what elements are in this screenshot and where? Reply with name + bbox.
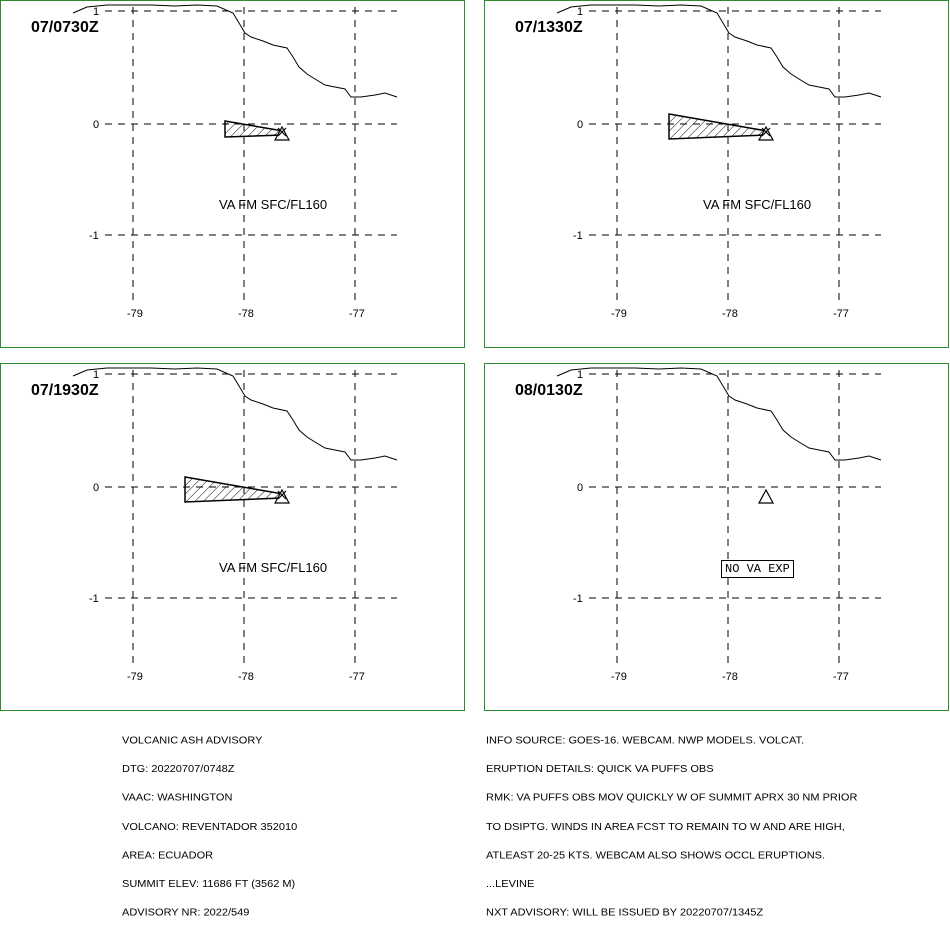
- advisory-line: VOLCANO: REVENTADOR 352010: [122, 821, 298, 833]
- lon-tick-label: -79: [127, 671, 143, 683]
- ash-plume: [668, 113, 768, 140]
- advisory-line: TO DSIPTG. WINDS IN AREA FCST TO REMAIN …: [486, 821, 845, 833]
- advisory-line: ERUPTION DETAILS: QUICK VA PUFFS OBS: [486, 763, 714, 776]
- lat-tick-label: 0: [577, 119, 583, 131]
- lat-tick-label: -1: [89, 230, 99, 242]
- coastline: [556, 367, 882, 461]
- advisory-left: VOLCANIC ASH ADVISORY DTG: 20220707/0748…: [122, 717, 297, 927]
- panel-title: 07/1330Z: [515, 19, 583, 36]
- ash-label: VA FM SFC/FL160: [219, 560, 328, 575]
- panel-title: 07/0730Z: [31, 19, 99, 36]
- lat-tick-label: 1: [577, 6, 583, 18]
- volcano-icon: [273, 488, 291, 504]
- advisory-line: VOLCANIC ASH ADVISORY: [122, 735, 263, 747]
- map-2: -79 -78 -77 1 0 -1: [556, 4, 882, 320]
- map-1: -79 -78 -77 1 0 -1: [72, 4, 398, 320]
- lat-tick-label: 1: [93, 369, 99, 381]
- lat-tick-label: -1: [573, 593, 583, 605]
- map-4: -79 -78 -77 1 0 -1: [556, 367, 882, 683]
- lon-tick-label: -79: [611, 308, 627, 320]
- lon-tick-label: -78: [722, 308, 738, 320]
- lon-tick-label: -78: [722, 671, 738, 683]
- lat-tick-label: 1: [93, 6, 99, 18]
- summit-marker-icon: [761, 127, 771, 137]
- panel-1: -79 -78 -77 1 0 -1 07/0730Z VA FM SFC/FL160: [0, 0, 465, 348]
- lon-tick-label: -77: [833, 308, 849, 320]
- panel-4: -79 -78 -77 1 0 -1 08/0130Z NO VA EXP: [484, 363, 949, 711]
- panel-title: 08/0130Z: [515, 382, 583, 399]
- panel-2: -79 -78 -77 1 0 -1 07/1330Z VA FM SFC/FL160: [484, 0, 949, 348]
- ash-plume: [224, 120, 284, 138]
- advisory-line: AREA: ECUADOR: [122, 849, 214, 862]
- summit-marker-icon: [277, 490, 287, 500]
- lat-tick-label: 1: [577, 369, 583, 381]
- advisory-line: DTG: 20220707/0748Z: [122, 763, 235, 776]
- lon-tick-label: -77: [349, 671, 365, 683]
- advisory-line: NXT ADVISORY: WILL BE ISSUED BY 20220707…: [486, 907, 764, 919]
- map-3: -79 -78 -77 1 0 -1: [72, 367, 398, 683]
- advisory-line: ATLEAST 20-25 KTS. WEBCAM ALSO SHOWS OCC…: [486, 849, 826, 862]
- lat-tick-label: 0: [93, 482, 99, 494]
- advisory-line: ...LEVINE: [486, 878, 535, 890]
- advisory-line: RMK: VA PUFFS OBS MOV QUICKLY W OF SUMMI…: [486, 792, 858, 804]
- advisory-line: INFO SOURCE: GOES-16. WEBCAM. NWP MODELS…: [486, 735, 805, 747]
- lat-tick-label: 0: [577, 482, 583, 494]
- lat-tick-label: 0: [93, 119, 99, 131]
- coastline: [72, 367, 398, 461]
- advisory-line: ADVISORY NR: 2022/549: [122, 907, 250, 919]
- advisory-line: SUMMIT ELEV: 11686 FT (3562 M): [122, 878, 296, 890]
- summit-marker-icon: [277, 127, 287, 137]
- ash-plume: [184, 476, 284, 503]
- ash-label: VA FM SFC/FL160: [703, 197, 812, 212]
- volcano-icon: [757, 488, 775, 504]
- advisory-line: VAAC: WASHINGTON: [122, 792, 233, 804]
- volcano-icon: [757, 125, 775, 141]
- lat-tick-label: -1: [89, 593, 99, 605]
- no-va-box: NO VA EXP: [721, 560, 794, 578]
- lon-tick-label: -79: [611, 671, 627, 683]
- coastline: [72, 4, 398, 98]
- coastline: [556, 4, 882, 98]
- advisory-right: INFO SOURCE: GOES-16. WEBCAM. NWP MODELS…: [486, 717, 857, 927]
- panel-title: 07/1930Z: [31, 382, 99, 399]
- ash-label: VA FM SFC/FL160: [219, 197, 328, 212]
- lon-tick-label: -79: [127, 308, 143, 320]
- lat-tick-label: -1: [573, 230, 583, 242]
- lon-tick-label: -77: [833, 671, 849, 683]
- lon-tick-label: -77: [349, 308, 365, 320]
- panel-3: -79 -78 -77 1 0 -1 07/1930Z VA FM SFC/FL160: [0, 363, 465, 711]
- lon-tick-label: -78: [238, 671, 254, 683]
- volcano-icon: [273, 125, 291, 141]
- lon-tick-label: -78: [238, 308, 254, 320]
